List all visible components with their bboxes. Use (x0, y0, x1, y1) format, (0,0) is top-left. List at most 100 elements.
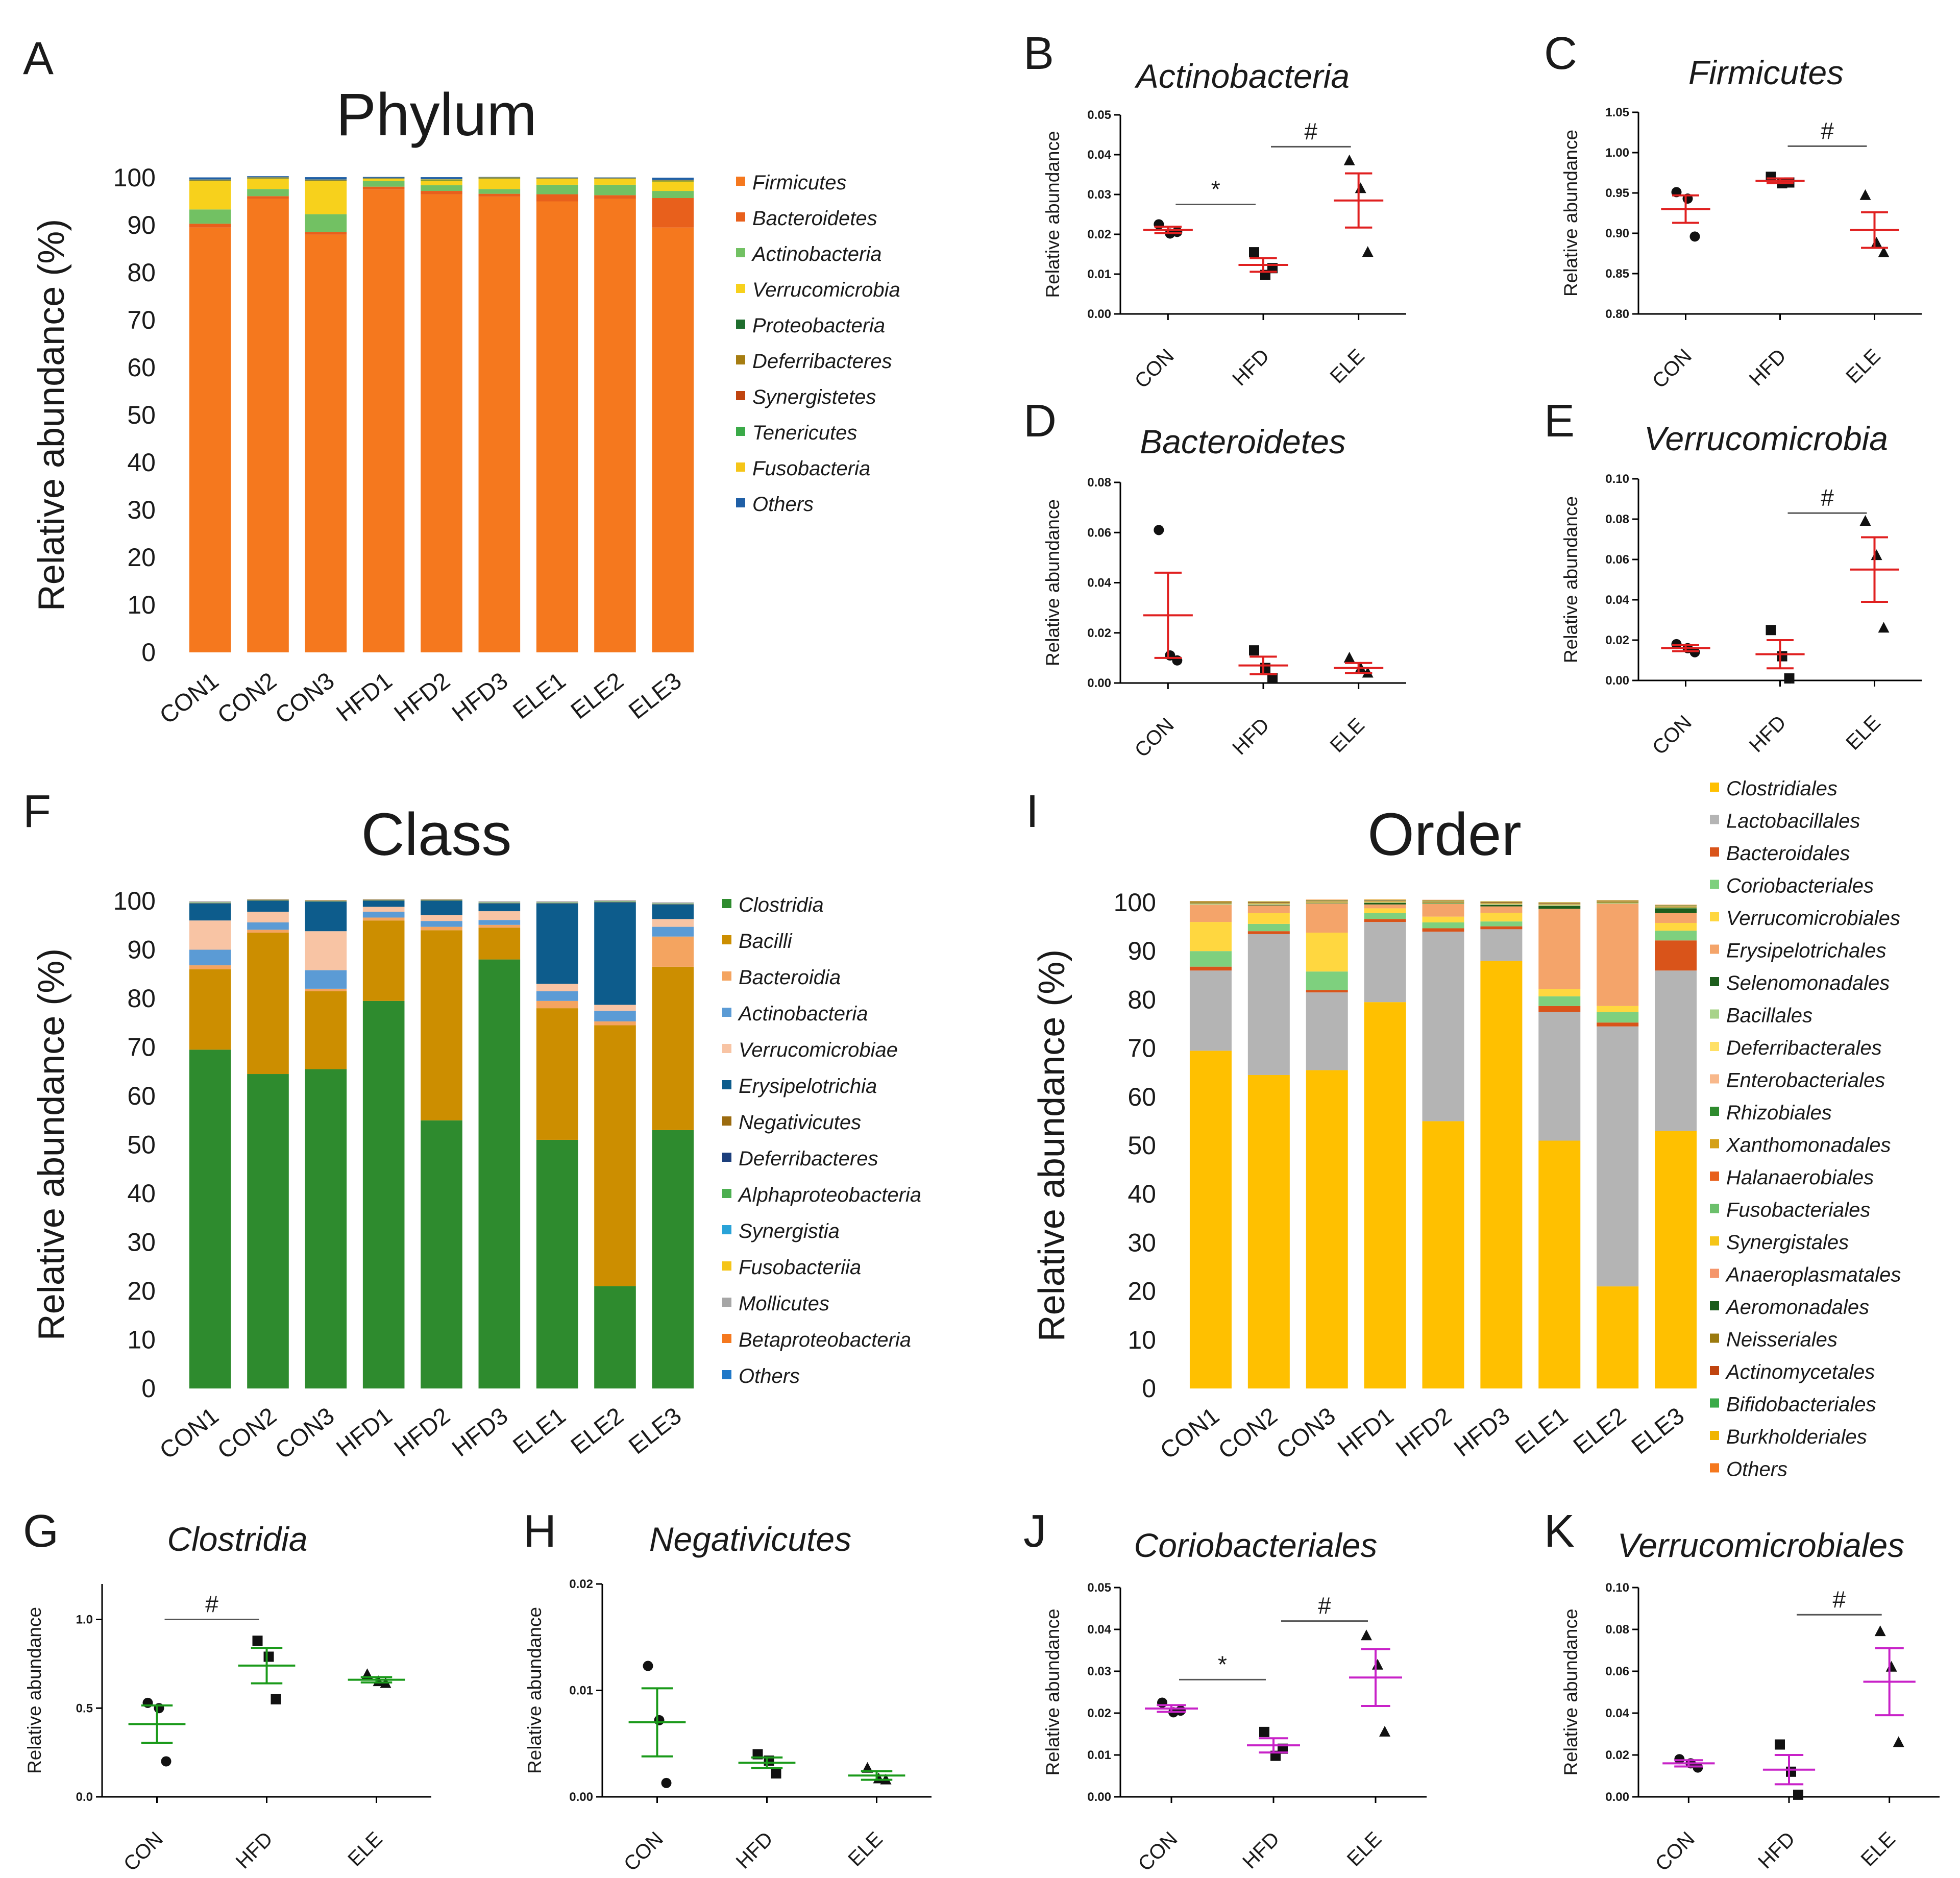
bar-segment (1364, 903, 1406, 905)
y-tick-label: 0 (1142, 1374, 1156, 1403)
bar-segment (1306, 933, 1348, 972)
bar-segment (189, 181, 231, 210)
legend-label: Actinomycetales (1725, 1361, 1875, 1383)
y-tick-label: 0.00 (1605, 1790, 1629, 1804)
x-tick-label: CON (620, 1827, 668, 1875)
chart-title: Verrucomicrobiales (1618, 1526, 1904, 1564)
panel-label-e: E (1544, 396, 1575, 447)
x-tick-label: CON2 (212, 1402, 282, 1464)
y-axis-title: Relative abundance (%) (31, 219, 72, 611)
y-tick-label: 1.0 (76, 1613, 93, 1627)
bar-segment (594, 1010, 636, 1021)
y-tick-label: 0.85 (1605, 267, 1629, 281)
bar-segment (1189, 970, 1232, 1051)
x-tick-label: CON1 (154, 1402, 224, 1464)
bar-segment (362, 912, 405, 918)
legend-swatch (1710, 1107, 1719, 1116)
significance-label: # (205, 1591, 218, 1618)
bar-segment (1655, 922, 1697, 931)
significance-label: * (1211, 176, 1220, 203)
bar-segment (1480, 961, 1523, 1388)
panel-label-k: K (1544, 1506, 1575, 1557)
y-tick-label: 90 (127, 936, 156, 964)
chart-title: Class (361, 801, 511, 868)
legend-swatch (736, 212, 745, 222)
bar-segment (421, 930, 462, 1120)
bar-segment (1538, 989, 1581, 996)
x-tick-label: CON (119, 1827, 167, 1875)
bar-segment (1538, 909, 1581, 989)
bar-segment (1480, 929, 1523, 961)
y-axis-title: Relative abundance (%) (31, 948, 72, 1340)
legend-label: Actinobacteria (738, 1003, 868, 1025)
legend-label: Mollicutes (739, 1292, 829, 1315)
legend-label: Enterobacteriales (1726, 1069, 1885, 1092)
bar-segment (478, 189, 521, 194)
bar-segment (1655, 1131, 1697, 1388)
bar-segment (1538, 1012, 1581, 1141)
bar-segment (1422, 1121, 1464, 1388)
significance-label: # (1318, 1593, 1331, 1619)
bar-segment (189, 920, 231, 950)
bar-segment (652, 919, 694, 927)
bar-segment (1655, 908, 1697, 913)
x-tick-label: ELE (1343, 1827, 1386, 1871)
y-tick-label: 0.02 (1087, 1706, 1111, 1720)
legend-swatch (736, 355, 745, 364)
y-tick-label: 0.02 (1087, 228, 1111, 241)
legend-swatch (1710, 944, 1719, 954)
bar-segment (1422, 904, 1464, 917)
y-tick-label: 0.06 (1605, 553, 1629, 567)
y-tick-label: 40 (127, 1179, 156, 1208)
data-point (1343, 154, 1355, 165)
data-point (1793, 1789, 1803, 1800)
legend-label: Anaeroplasmatales (1725, 1264, 1901, 1286)
bar-segment (305, 232, 347, 235)
legend-label: Rhizobiales (1726, 1102, 1832, 1124)
bar-segment (1364, 913, 1406, 919)
legend-swatch (1710, 783, 1719, 792)
bar-segment (189, 177, 231, 180)
y-tick-label: 60 (1128, 1083, 1156, 1111)
y-tick-label: 0.01 (1087, 267, 1111, 281)
x-tick-label: ELE1 (1510, 1402, 1573, 1459)
legend-label: Synergistetes (752, 386, 876, 408)
bar-segment (305, 214, 347, 232)
bar-segment (478, 911, 521, 920)
y-tick-label: 0.00 (1087, 1790, 1111, 1804)
data-point (654, 1715, 665, 1725)
bar-segment (421, 177, 462, 179)
legend-swatch (1710, 1042, 1719, 1051)
x-tick-label: CON (1131, 714, 1179, 762)
y-tick-label: 90 (127, 211, 156, 239)
significance-label: * (1218, 1651, 1227, 1677)
bar-segment (247, 189, 289, 197)
data-point (1874, 1625, 1886, 1637)
bar-segment (652, 936, 694, 967)
y-axis-title: Relative abundance (1560, 1608, 1581, 1775)
bar-segment (1247, 905, 1290, 913)
y-tick-label: 0.02 (1605, 1748, 1629, 1762)
significance-label: # (1833, 1586, 1846, 1613)
bar-segment (247, 912, 289, 923)
x-tick-label: CON3 (270, 1402, 339, 1464)
data-point (1362, 246, 1374, 257)
bar-segment (1364, 922, 1406, 1003)
bar-segment (1306, 992, 1348, 1070)
x-tick-label: CON1 (1155, 1402, 1224, 1464)
x-tick-label: ELE (844, 1827, 887, 1871)
legend-swatch (736, 284, 745, 293)
y-tick-label: 40 (1128, 1180, 1156, 1208)
x-tick-label: ELE (1326, 345, 1369, 388)
x-tick-label: ELE3 (1626, 1402, 1689, 1459)
chart-title: Order (1367, 801, 1522, 868)
y-tick-label: 0.00 (569, 1790, 593, 1804)
x-tick-label: ELE (1326, 714, 1369, 757)
bar-segment (594, 195, 636, 199)
bar-segment (1480, 905, 1523, 907)
bar-segment (1597, 1012, 1639, 1023)
y-tick-label: 0.00 (1605, 674, 1629, 688)
x-tick-label: ELE2 (566, 1402, 628, 1459)
x-tick-label: CON (1648, 711, 1696, 759)
bar-segment (594, 902, 636, 1005)
